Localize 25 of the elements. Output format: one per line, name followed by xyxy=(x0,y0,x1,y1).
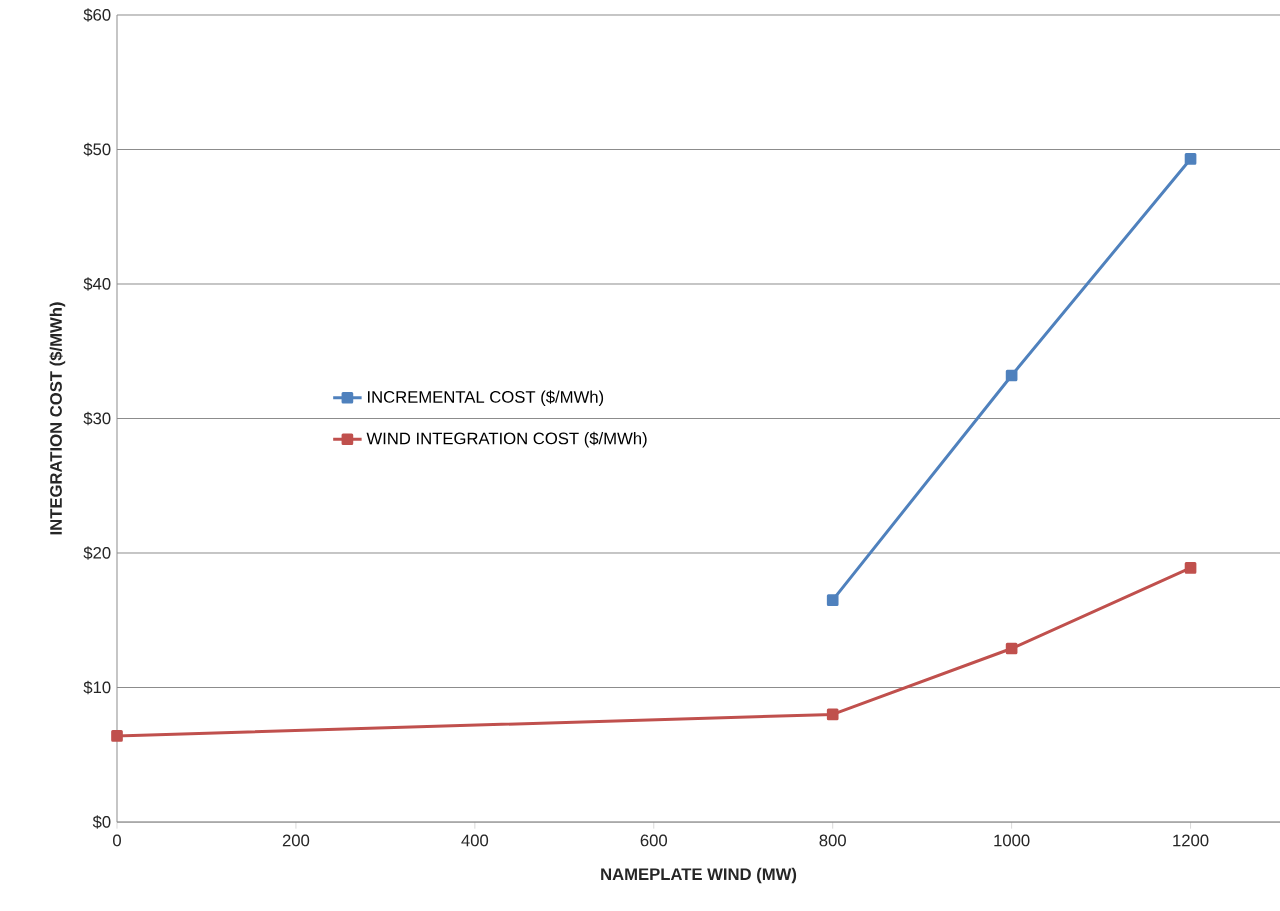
x-tick-label: 0 xyxy=(113,834,121,847)
point xyxy=(826,708,839,721)
point xyxy=(1005,369,1018,382)
x-tick-label: 1200 xyxy=(1173,834,1209,847)
y-tick-label: $40 xyxy=(83,277,111,291)
y-tick-label: $10 xyxy=(83,680,111,695)
legend-label: WIND INTEGRATION COST ($/MWh) xyxy=(366,431,647,448)
point xyxy=(826,594,839,606)
y-tick-label: $0 xyxy=(92,815,111,829)
y-tick-label: $50 xyxy=(83,142,111,157)
point xyxy=(1184,153,1197,165)
y-tick-label: $30 xyxy=(83,411,111,426)
x-axis-title: NAMEPLATE WIND (MW) xyxy=(601,867,797,884)
x-tick-label: 800 xyxy=(819,834,846,847)
x-tick-label: 400 xyxy=(461,834,489,847)
x-tick-label: 600 xyxy=(640,834,668,847)
legend-label: INCREMENTAL COST ($/MWh) xyxy=(368,390,604,407)
y-axis-title: INTEGRATION COST ($/MWh) xyxy=(49,302,66,535)
x-tick-label: 200 xyxy=(282,834,310,847)
x-tick-label: 1000 xyxy=(994,834,1030,847)
point xyxy=(1005,642,1018,655)
point xyxy=(111,730,123,742)
y-tick-label: $20 xyxy=(83,546,111,560)
point xyxy=(1184,561,1197,574)
y-tick-label: $60 xyxy=(83,8,111,22)
